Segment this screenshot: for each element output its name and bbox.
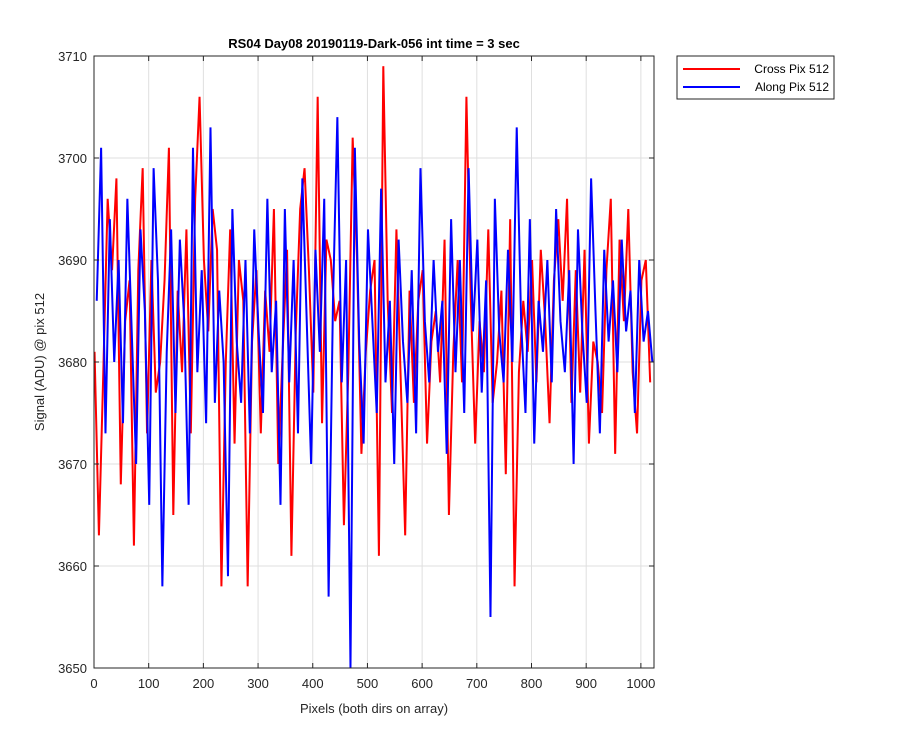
y-tick-label: 3710 xyxy=(58,49,87,64)
x-tick-label: 800 xyxy=(521,676,543,691)
y-tick-label: 3650 xyxy=(58,661,87,676)
x-tick-label: 300 xyxy=(247,676,269,691)
x-tick-label: 0 xyxy=(90,676,97,691)
x-tick-label: 100 xyxy=(138,676,160,691)
y-tick-label: 3680 xyxy=(58,355,87,370)
x-tick-label: 400 xyxy=(302,676,324,691)
y-tick-label: 3690 xyxy=(58,253,87,268)
tick-marks xyxy=(93,55,654,669)
chart-title: RS04 Day08 20190119-Dark-056 int time = … xyxy=(228,36,520,51)
legend: Cross Pix 512 Along Pix 512 xyxy=(676,55,835,100)
x-tick-label: 1000 xyxy=(626,676,655,691)
y-tick-labels: 3650 3660 3670 3680 3690 3700 3710 xyxy=(58,49,87,676)
legend-label-cross: Cross Pix 512 xyxy=(754,62,829,76)
x-tick-labels: 0 100 200 300 400 500 600 700 800 900 1000 xyxy=(90,676,655,691)
y-tick-label: 3700 xyxy=(58,151,87,166)
x-tick-label: 700 xyxy=(466,676,488,691)
legend-box xyxy=(676,55,835,100)
y-axis-label: Signal (ADU) @ pix 512 xyxy=(32,293,47,431)
x-tick-label: 200 xyxy=(193,676,215,691)
x-axis-label: Pixels (both dirs on array) xyxy=(300,701,448,716)
y-tick-label: 3670 xyxy=(58,457,87,472)
y-tick-label: 3660 xyxy=(58,559,87,574)
series-layer xyxy=(93,66,654,669)
series-line-along xyxy=(95,117,654,669)
x-tick-label: 500 xyxy=(357,676,379,691)
legend-label-along: Along Pix 512 xyxy=(755,80,829,94)
x-tick-label: 900 xyxy=(575,676,597,691)
x-tick-label: 600 xyxy=(411,676,433,691)
